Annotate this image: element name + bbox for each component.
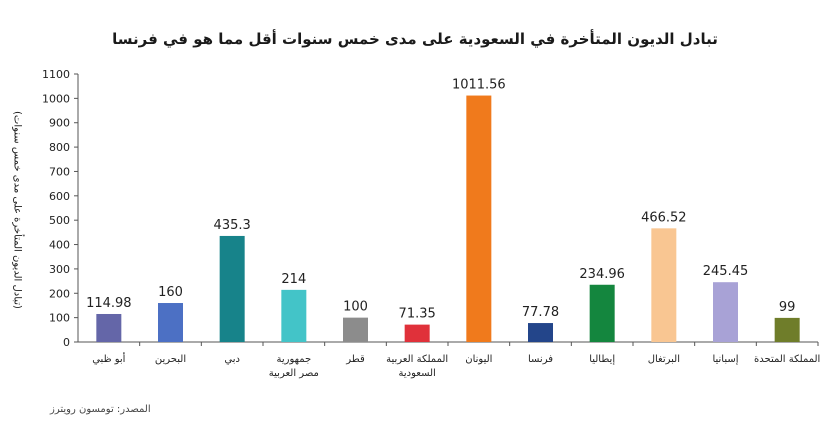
category-label-line: قطر [345,354,365,365]
bar-value-label: 114.98 [86,296,132,311]
category-label: البرتغال [648,354,680,365]
category-label: إيطاليا [589,354,615,365]
bar-value-label: 160 [158,285,183,300]
category-label-line: البرتغال [648,354,680,365]
y-tick-label: 400 [49,239,70,252]
category-label-line: البحرين [155,354,186,365]
y-tick-label: 900 [49,117,70,130]
category-label-line: اليونان [465,354,492,365]
bar-value-label: 1011.56 [452,78,506,93]
y-tick-label: 100 [49,312,70,325]
category-label-line: دبي [224,354,240,365]
value-labels: 114.98 160 435.3 214 100 71.35 1011.56 77.78 234… [86,78,795,322]
category-label-line: فرنسا [528,354,553,365]
y-tick-label: 300 [49,263,70,276]
category-label-line: المملكة العربية [386,354,448,365]
bar [158,303,183,342]
y-tick-label: 0 [63,336,70,349]
bar-value-label: 435.3 [214,218,251,233]
y-tick-label: 600 [49,190,70,203]
bar [281,289,307,342]
category-label: أبو ظبي [92,352,125,365]
bar-value-label: 77.78 [522,305,559,320]
category-label-line: إيطاليا [589,354,615,365]
category-label-line: إسبانيا [712,354,738,365]
category-label: المملكة المتحدة [754,354,820,365]
category-labels: أبو ظبي البحرين دبي جمهورية مصر العربية قطر ال… [92,352,820,379]
category-label: المملكة العربية السعودية [386,354,448,379]
y-tick-label: 1000 [42,92,70,105]
bar [589,284,615,342]
category-label: البحرين [155,354,186,365]
bar-value-label: 99 [779,300,796,315]
bar-value-label: 71.35 [399,307,436,322]
bars [96,95,800,342]
chart-title: تبادل الديون المتأخرة في السعودية على مد… [112,30,718,48]
y-tick-label: 1100 [42,68,70,81]
source-note: المصدر: تومسون رويترز [50,404,151,415]
bar [96,313,122,342]
category-label-line: المملكة المتحدة [754,354,820,365]
y-tick-label: 800 [49,141,70,154]
bar [774,317,800,342]
bar-value-label: 245.45 [703,264,749,279]
category-label-line: السعودية [398,368,435,379]
bar-value-label: 466.52 [641,210,687,225]
category-label: دبي [224,354,240,365]
category-label: جمهورية مصر العربية [269,354,319,379]
bar [466,95,492,342]
bar-value-label: 214 [281,272,306,287]
bar [528,323,553,342]
bar [404,324,430,342]
bar [651,228,677,342]
y-tick-label: 500 [49,214,70,227]
bar [343,317,368,342]
bar [219,235,245,342]
category-label-line: أبو ظبي [92,352,125,365]
bar [713,282,738,342]
category-label: إسبانيا [712,354,738,365]
y-tick-label: 700 [49,165,70,178]
axes: 0 100 200 300 400 500 600 700 800 900 1000 1100 [42,68,819,349]
category-label: قطر [345,354,365,365]
bar-value-label: 234.96 [579,267,625,282]
category-label-line: مصر العربية [269,368,319,379]
category-label: اليونان [465,354,492,365]
category-label-line: جمهورية [276,354,311,365]
bar-value-label: 100 [343,300,368,315]
category-label: فرنسا [528,354,553,365]
y-tick-label: 200 [49,287,70,300]
